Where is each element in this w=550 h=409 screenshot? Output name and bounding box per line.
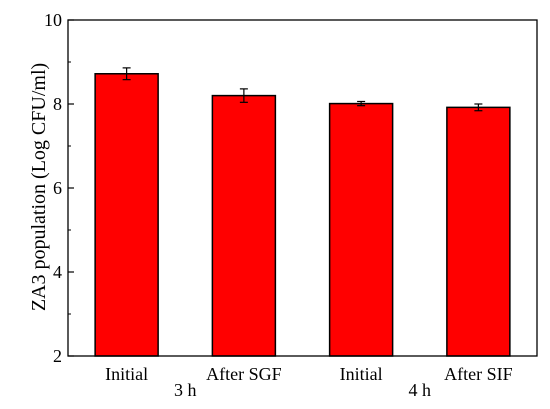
- y-tick-label: 2: [53, 346, 62, 366]
- error-bars: [122, 67, 483, 112]
- plot-frame: [67, 19, 538, 357]
- x-category-label: After SGF: [206, 364, 282, 384]
- x-group-label: 4 h: [409, 380, 432, 400]
- y-axis-title: ZA3 population (Log CFU/ml): [28, 63, 50, 311]
- x-category-label: Initial: [340, 364, 383, 384]
- x-group-label: 3 h: [174, 380, 197, 400]
- group-labels: 3 h 4 h: [174, 380, 431, 400]
- bar: [446, 106, 511, 357]
- bar: [211, 94, 277, 357]
- x-category-label: After SIF: [444, 364, 513, 384]
- y-tick-label: 6: [53, 178, 62, 198]
- x-category-label: Initial: [105, 364, 148, 384]
- bars: [94, 73, 511, 357]
- bar: [94, 73, 159, 357]
- category-labels: Initial After SGF Initial After SIF: [105, 364, 513, 384]
- y-tick-label: 8: [53, 94, 62, 114]
- y-tick-label: 4: [53, 262, 62, 282]
- bar: [328, 102, 394, 357]
- y-tick-label: 10: [44, 10, 62, 30]
